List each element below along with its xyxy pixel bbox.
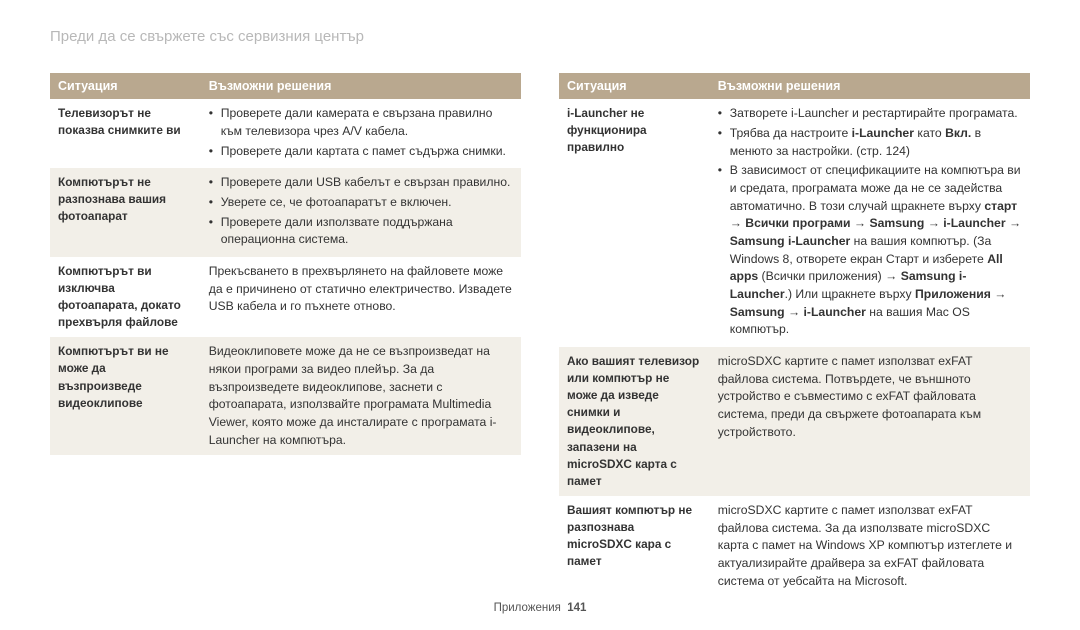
situation-cell: Компютърът ви не може да възпроизведе ви…	[50, 337, 201, 455]
situation-cell: Вашият компютър не разпознава microSDXC …	[559, 496, 710, 596]
list-item: Проверете дали използвате поддържана опе…	[209, 214, 513, 249]
solution-cell: microSDXC картите с памет използват exFA…	[710, 496, 1030, 596]
list-item: Трябва да настроите i-Launcher като Вкл.…	[718, 125, 1022, 160]
list-item: Проверете дали картата с памет съдържа с…	[209, 143, 513, 161]
left-column: Ситуация Възможни решения Телевизорът не…	[50, 73, 521, 596]
situation-cell: Компютърът не разпознава вашия фотоапара…	[50, 168, 201, 257]
solution-cell: Проверете дали USB кабелът е свързан пра…	[201, 168, 521, 257]
table-row: Ако вашият телевизор или компютър не мож…	[559, 347, 1030, 496]
table-row: Телевизорът не показва снимките ви Прове…	[50, 99, 521, 168]
troubleshoot-table-right: Ситуация Възможни решения i-Launcher не …	[559, 73, 1030, 596]
right-column: Ситуация Възможни решения i-Launcher не …	[559, 73, 1030, 596]
situation-cell: Ако вашият телевизор или компютър не мож…	[559, 347, 710, 496]
table-row: i-Launcher не функционира правилно Затво…	[559, 99, 1030, 347]
table-row: Вашият компютър не разпознава microSDXC …	[559, 496, 1030, 596]
page-title: Преди да се свържете със сервизния центъ…	[50, 28, 1030, 45]
th-solution: Възможни решения	[201, 73, 521, 99]
th-situation: Ситуация	[50, 73, 201, 99]
situation-cell: Компютърът ви изключва фотоапарата, дока…	[50, 257, 201, 337]
solution-cell: microSDXC картите с памет използват exFA…	[710, 347, 1030, 496]
situation-cell: Телевизорът не показва снимките ви	[50, 99, 201, 168]
table-row: Компютърът не разпознава вашия фотоапара…	[50, 168, 521, 257]
content-columns: Ситуация Възможни решения Телевизорът не…	[50, 73, 1030, 596]
table-row: Компютърът ви не може да възпроизведе ви…	[50, 337, 521, 455]
footer-label: Приложения	[494, 602, 561, 614]
page-number: 141	[567, 602, 586, 614]
th-solution: Възможни решения	[710, 73, 1030, 99]
page-footer: Приложения 141	[0, 602, 1080, 614]
list-item: Проверете дали USB кабелът е свързан пра…	[209, 174, 513, 192]
list-item: Проверете дали камерата е свързана прави…	[209, 105, 513, 140]
table-row: Компютърът ви изключва фотоапарата, дока…	[50, 257, 521, 337]
solution-cell: Проверете дали камерата е свързана прави…	[201, 99, 521, 168]
solution-cell: Затворете i-Launcher и рестартирайте про…	[710, 99, 1030, 347]
troubleshoot-table-left: Ситуация Възможни решения Телевизорът не…	[50, 73, 521, 455]
list-item: Уверете се, че фотоапаратът е включен.	[209, 194, 513, 212]
th-situation: Ситуация	[559, 73, 710, 99]
list-item: В зависимост от спецификациите на компют…	[718, 162, 1022, 339]
list-item: Затворете i-Launcher и рестартирайте про…	[718, 105, 1022, 123]
solution-cell: Видеоклиповете може да не се възпроизвед…	[201, 337, 521, 455]
situation-cell: i-Launcher не функционира правилно	[559, 99, 710, 347]
solution-cell: Прекъсването в прехвърлянето на файловет…	[201, 257, 521, 337]
